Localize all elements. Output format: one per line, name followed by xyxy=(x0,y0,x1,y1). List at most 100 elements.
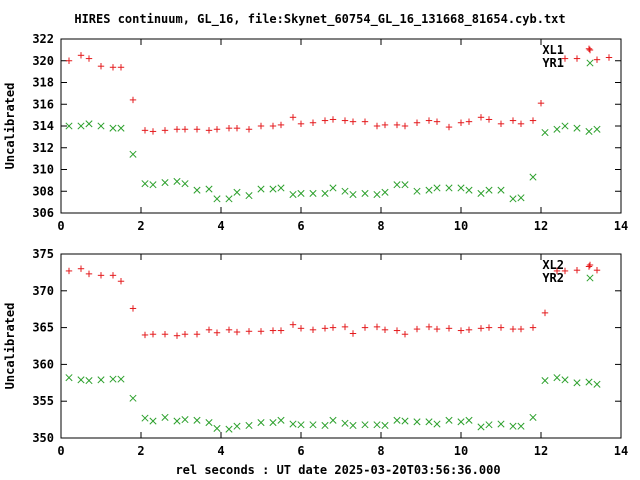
data-point xyxy=(393,327,401,334)
data-point xyxy=(401,417,409,425)
data-point xyxy=(245,328,253,335)
data-point xyxy=(129,394,137,402)
x-tick-label: 10 xyxy=(454,444,468,458)
data-point xyxy=(161,413,169,421)
x-tick-label: 8 xyxy=(377,444,384,458)
data-point xyxy=(109,124,117,132)
data-point xyxy=(477,325,485,332)
data-point xyxy=(269,122,277,130)
data-point xyxy=(465,416,473,424)
legend-label: YR1 xyxy=(542,56,564,70)
data-point xyxy=(349,118,357,125)
data-point xyxy=(433,118,441,125)
data-point xyxy=(149,181,157,189)
x-tick-label: 12 xyxy=(534,219,548,233)
data-point xyxy=(97,376,105,384)
data-point xyxy=(225,425,233,433)
data-point xyxy=(349,330,357,337)
data-point xyxy=(321,117,329,124)
data-point xyxy=(361,421,369,429)
data-point xyxy=(373,421,381,429)
data-point xyxy=(517,422,525,430)
data-point xyxy=(553,125,561,133)
data-point xyxy=(605,54,613,61)
data-point xyxy=(381,326,389,334)
y-tick-label: 350 xyxy=(32,431,54,445)
data-point xyxy=(193,186,201,194)
y-tick-label: 355 xyxy=(32,394,54,408)
plot-panel-1: 0 2 4 6 8 10 12 14 306 308 310 312 314 316 318 320 322 Un… xyxy=(3,32,628,233)
x-tick-label: 14 xyxy=(614,444,628,458)
data-point xyxy=(457,119,465,126)
data-point xyxy=(509,325,517,333)
x-tick-label: 2 xyxy=(137,444,144,458)
y-tick-label: 314 xyxy=(32,119,54,133)
data-point xyxy=(349,190,357,199)
data-point xyxy=(585,263,593,270)
data-point xyxy=(585,378,593,386)
data-point xyxy=(457,327,465,334)
data-point xyxy=(561,122,569,130)
data-point xyxy=(257,185,265,193)
data-point xyxy=(393,181,401,189)
data-point xyxy=(269,418,277,427)
data-point xyxy=(541,377,549,385)
legend-marker xyxy=(586,59,594,67)
data-point xyxy=(593,380,601,388)
data-point xyxy=(129,150,137,158)
data-point xyxy=(65,122,73,130)
data-point xyxy=(225,326,233,334)
data-point xyxy=(341,419,349,427)
data-point xyxy=(213,424,221,432)
data-point xyxy=(181,331,189,338)
data-point xyxy=(433,420,441,428)
data-point xyxy=(585,45,593,52)
data-point xyxy=(433,184,441,192)
data-point xyxy=(329,116,337,123)
data-point xyxy=(245,421,253,430)
data-point xyxy=(181,416,189,424)
data-point xyxy=(173,177,181,186)
data-point xyxy=(541,309,549,317)
data-point xyxy=(445,325,453,332)
data-point xyxy=(65,374,73,382)
data-point xyxy=(465,118,473,125)
chart-panels: 0 2 4 6 8 10 12 14 306 308 310 312 314 316 318 320 322 Un… xyxy=(3,32,628,458)
x-tick-label: 12 xyxy=(534,444,548,458)
data-point xyxy=(245,192,253,200)
data-point xyxy=(573,266,581,274)
data-point xyxy=(289,420,297,428)
data-point xyxy=(257,328,265,335)
data-point xyxy=(289,114,297,121)
data-point xyxy=(573,379,581,387)
y-tick-label: 308 xyxy=(32,184,54,198)
data-point xyxy=(65,267,73,275)
data-point xyxy=(477,189,485,197)
data-point xyxy=(561,267,569,275)
data-point xyxy=(277,184,285,192)
data-point xyxy=(309,326,317,334)
data-point xyxy=(573,124,581,132)
data-point xyxy=(245,126,253,133)
data-point xyxy=(205,326,213,334)
y-tick-label: 306 xyxy=(32,206,54,220)
series-YR1 xyxy=(65,120,601,203)
data-point xyxy=(477,114,485,121)
data-point xyxy=(573,55,581,62)
y-tick-label: 312 xyxy=(32,141,54,155)
data-point xyxy=(269,185,277,193)
data-point xyxy=(213,195,221,203)
plot-panel-2: 0 2 4 6 8 10 12 14 350 355 360 365 370 375 Uncalibrate… xyxy=(3,247,628,458)
data-point xyxy=(65,57,73,64)
data-point xyxy=(517,194,525,202)
data-point xyxy=(529,413,537,421)
data-point xyxy=(529,324,537,331)
data-point xyxy=(329,416,337,424)
data-point xyxy=(561,376,569,384)
data-point xyxy=(425,323,433,331)
data-point xyxy=(173,126,181,133)
data-point xyxy=(193,331,201,338)
series-XL2 xyxy=(65,263,601,339)
data-point xyxy=(529,173,537,181)
